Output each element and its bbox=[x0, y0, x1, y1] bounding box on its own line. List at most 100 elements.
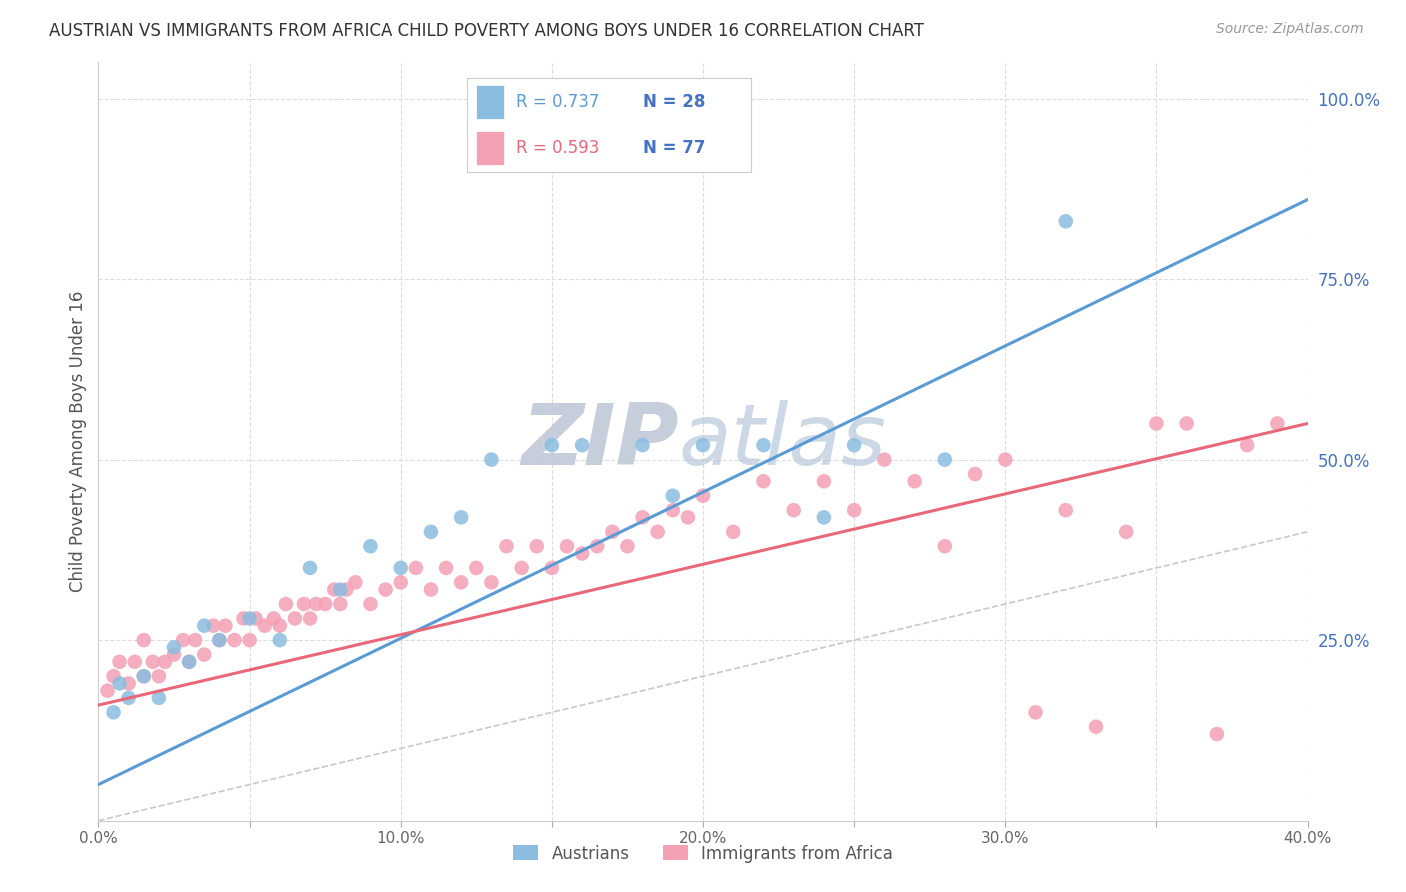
Point bbox=[269, 618, 291, 632]
Point bbox=[269, 633, 291, 648]
Point bbox=[692, 438, 714, 452]
Point bbox=[844, 503, 866, 517]
Point bbox=[299, 611, 322, 625]
Point bbox=[108, 655, 131, 669]
Point bbox=[723, 524, 745, 539]
Point bbox=[481, 575, 503, 590]
Point bbox=[405, 561, 427, 575]
Point bbox=[434, 561, 457, 575]
Point bbox=[1236, 438, 1258, 452]
Point bbox=[274, 597, 297, 611]
Point bbox=[752, 438, 775, 452]
Point bbox=[344, 575, 367, 590]
Point bbox=[374, 582, 396, 597]
Point bbox=[163, 648, 186, 662]
Point bbox=[360, 539, 382, 553]
Point bbox=[586, 539, 609, 553]
Point bbox=[510, 561, 533, 575]
Point bbox=[813, 475, 835, 489]
Point bbox=[103, 706, 125, 720]
Point bbox=[263, 611, 285, 625]
Point bbox=[1115, 524, 1137, 539]
Point bbox=[450, 575, 472, 590]
Point bbox=[873, 452, 896, 467]
Point bbox=[420, 524, 443, 539]
Point bbox=[1144, 417, 1167, 431]
Point bbox=[329, 582, 352, 597]
Point bbox=[148, 690, 170, 705]
Point bbox=[163, 640, 186, 655]
Point bbox=[934, 539, 956, 553]
Point bbox=[153, 655, 176, 669]
Point bbox=[481, 452, 503, 467]
Point bbox=[232, 611, 254, 625]
Point bbox=[305, 597, 328, 611]
Point bbox=[844, 438, 866, 452]
Point bbox=[1206, 727, 1229, 741]
Point bbox=[193, 648, 215, 662]
Point bbox=[571, 546, 593, 560]
Point bbox=[299, 561, 322, 575]
Point bbox=[108, 676, 131, 690]
Point bbox=[540, 438, 562, 452]
Point bbox=[904, 475, 927, 489]
Point bbox=[239, 633, 262, 648]
Point bbox=[132, 669, 155, 683]
Point bbox=[1085, 720, 1108, 734]
Point bbox=[571, 438, 593, 452]
Point bbox=[184, 633, 207, 648]
Point bbox=[540, 561, 562, 575]
Point bbox=[631, 438, 654, 452]
Point bbox=[1024, 706, 1046, 720]
Point bbox=[389, 575, 412, 590]
Point bbox=[208, 633, 231, 648]
Point bbox=[335, 582, 357, 597]
Point bbox=[965, 467, 987, 481]
Point bbox=[224, 633, 246, 648]
Point bbox=[179, 655, 201, 669]
Point bbox=[292, 597, 315, 611]
Point bbox=[103, 669, 125, 683]
Point bbox=[555, 539, 578, 553]
Point bbox=[1175, 417, 1198, 431]
Point bbox=[179, 655, 201, 669]
Point bbox=[314, 597, 336, 611]
Point bbox=[1054, 503, 1077, 517]
Point bbox=[245, 611, 267, 625]
Point bbox=[360, 597, 382, 611]
Point bbox=[132, 669, 155, 683]
Point bbox=[495, 539, 517, 553]
Point bbox=[692, 489, 714, 503]
Point bbox=[239, 611, 262, 625]
Point bbox=[616, 539, 638, 553]
Point bbox=[420, 582, 443, 597]
Point bbox=[172, 633, 194, 648]
Point bbox=[647, 524, 669, 539]
Point bbox=[934, 452, 956, 467]
Point bbox=[450, 510, 472, 524]
Point bbox=[148, 669, 170, 683]
Point bbox=[329, 597, 352, 611]
Point bbox=[253, 618, 276, 632]
Point bbox=[526, 539, 548, 553]
Point bbox=[813, 510, 835, 524]
Legend: Austrians, Immigrants from Africa: Austrians, Immigrants from Africa bbox=[506, 838, 900, 869]
Point bbox=[214, 618, 236, 632]
Point bbox=[389, 561, 412, 575]
Text: AUSTRIAN VS IMMIGRANTS FROM AFRICA CHILD POVERTY AMONG BOYS UNDER 16 CORRELATION: AUSTRIAN VS IMMIGRANTS FROM AFRICA CHILD… bbox=[49, 22, 924, 40]
Point bbox=[142, 655, 165, 669]
Text: atlas: atlas bbox=[679, 400, 887, 483]
Point bbox=[602, 524, 624, 539]
Point bbox=[1054, 214, 1077, 228]
Text: ZIP: ZIP bbox=[522, 400, 679, 483]
Point bbox=[208, 633, 231, 648]
Text: Source: ZipAtlas.com: Source: ZipAtlas.com bbox=[1216, 22, 1364, 37]
Point bbox=[465, 561, 488, 575]
Point bbox=[323, 582, 346, 597]
Point bbox=[132, 633, 155, 648]
Point bbox=[96, 683, 118, 698]
Point bbox=[118, 690, 141, 705]
Y-axis label: Child Poverty Among Boys Under 16: Child Poverty Among Boys Under 16 bbox=[69, 291, 87, 592]
Point bbox=[1267, 417, 1289, 431]
Point bbox=[676, 510, 699, 524]
